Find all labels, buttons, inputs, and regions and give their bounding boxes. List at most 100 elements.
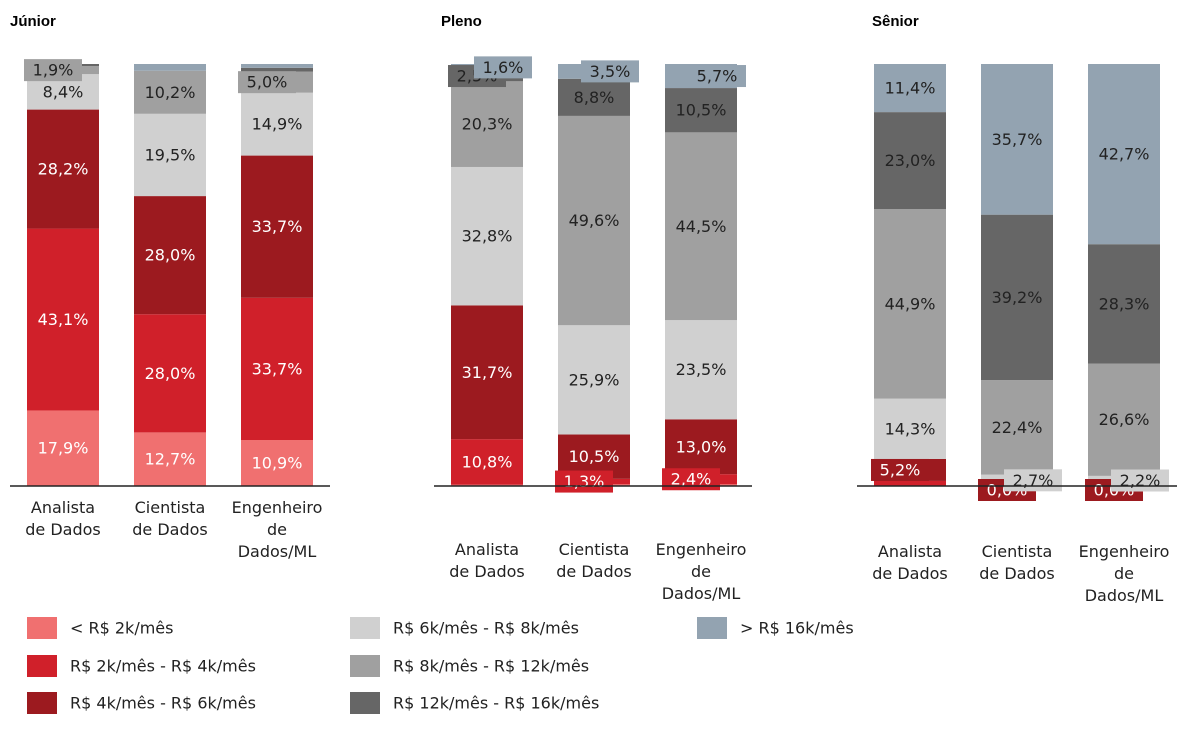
chart-title: Sênior (872, 13, 919, 30)
bar-segment (451, 305, 523, 440)
bar-segment (874, 398, 946, 459)
bar-segment (981, 214, 1053, 381)
legend-label: R$ 8k/mês - R$ 12k/mês (393, 657, 589, 676)
bar-segment (558, 115, 630, 326)
data-label: 8,8% (574, 88, 615, 107)
data-label: 23,0% (885, 151, 936, 170)
data-label: 13,0% (676, 437, 727, 456)
data-label: 25,9% (569, 370, 620, 389)
data-label: 1,9% (33, 61, 74, 80)
data-label: 10,8% (462, 452, 513, 471)
chart-title: Pleno (441, 13, 482, 30)
data-label: 12,7% (145, 450, 196, 469)
data-label: 17,9% (38, 439, 89, 458)
legend-swatch (27, 617, 57, 639)
legend-swatch (350, 692, 380, 714)
data-label: 49,6% (569, 211, 620, 230)
legend-label: R$ 6k/mês - R$ 8k/mês (393, 619, 579, 638)
x-tick-label: Engenheiro de Dados/ML (656, 540, 747, 603)
bar-segment (451, 166, 523, 306)
label-box (871, 458, 929, 481)
data-label: 32,8% (462, 227, 513, 246)
data-label: 44,5% (676, 217, 727, 236)
bar-segment (241, 155, 313, 298)
bar-segment (27, 109, 99, 229)
legend-label: R$ 2k/mês - R$ 4k/mês (70, 657, 256, 676)
bar-segment (451, 81, 523, 167)
bar-segment (134, 196, 206, 315)
data-label: 2,4% (671, 470, 712, 489)
label-box (238, 71, 296, 94)
label-box (581, 60, 639, 83)
bar-segment (981, 380, 1053, 475)
data-label: 5,0% (247, 73, 288, 92)
legend-swatch (27, 655, 57, 677)
label-box (555, 470, 613, 493)
label-box (24, 59, 82, 82)
data-label: 19,5% (145, 145, 196, 164)
data-label: 2,7% (1013, 471, 1054, 490)
bar-segment (874, 209, 946, 399)
data-label: 10,5% (676, 101, 727, 120)
data-label: 33,7% (252, 217, 303, 236)
data-label: 3,5% (590, 62, 631, 81)
data-label: 31,7% (462, 363, 513, 382)
bar-segment (665, 132, 737, 321)
data-label: 26,6% (1099, 410, 1150, 429)
data-label: 10,9% (252, 454, 303, 473)
bar-segment (134, 113, 206, 197)
data-label: 2,2% (1120, 471, 1161, 490)
legend-label: R$ 4k/mês - R$ 6k/mês (70, 694, 256, 713)
bar-segment (1088, 64, 1160, 245)
bar-segment (874, 112, 946, 210)
data-label: 35,7% (992, 130, 1043, 149)
x-tick-label: Cientista de Dados (132, 498, 208, 539)
x-tick-label: Analista de Dados (872, 542, 948, 583)
data-label: 1,6% (483, 58, 524, 77)
data-label: 5,7% (697, 67, 738, 86)
label-box (662, 468, 720, 491)
data-label: 1,3% (564, 472, 605, 491)
legend-swatch (350, 617, 380, 639)
x-tick-label: Analista de Dados (449, 540, 525, 581)
label-box (688, 65, 746, 88)
chart-title: Júnior (10, 13, 56, 30)
data-label: 28,2% (38, 160, 89, 179)
x-tick-label: Cientista de Dados (556, 540, 632, 581)
data-label: 28,3% (1099, 294, 1150, 313)
bar-segment (27, 228, 99, 411)
bar-segment (981, 64, 1053, 215)
data-label: 20,3% (462, 115, 513, 134)
data-label: 5,2% (880, 460, 921, 479)
x-tick-label: Engenheiro de Dados/ML (232, 498, 323, 561)
data-label: 28,0% (145, 246, 196, 265)
data-label: 43,1% (38, 310, 89, 329)
data-label: 44,9% (885, 294, 936, 313)
bar-segment (134, 314, 206, 433)
data-label: 10,5% (569, 447, 620, 466)
bar-segment (134, 432, 206, 486)
data-label: 11,4% (885, 79, 936, 98)
bar-segment (241, 440, 313, 486)
bar-segment (241, 64, 313, 68)
legend-label: > R$ 16k/mês (740, 619, 854, 638)
legend-label: R$ 12k/mês - R$ 16k/mês (393, 694, 599, 713)
x-tick-label: Engenheiro de Dados/ML (1079, 542, 1170, 605)
data-label: 23,5% (676, 360, 727, 379)
bar-segment (874, 64, 946, 113)
bar-segment (665, 419, 737, 475)
bar-segment (1088, 244, 1160, 364)
x-tick-label: Cientista de Dados (979, 542, 1055, 583)
bar-segment (241, 297, 313, 441)
bar-segment (134, 64, 206, 71)
legend-swatch (697, 617, 727, 639)
bar-segment (1088, 363, 1160, 476)
bar-segment (665, 320, 737, 420)
bar-segment (451, 439, 523, 485)
bar-segment (874, 480, 946, 486)
label-box (474, 56, 532, 79)
data-label: 39,2% (992, 288, 1043, 307)
bar-segment (134, 70, 206, 114)
bar-segment (558, 78, 630, 116)
